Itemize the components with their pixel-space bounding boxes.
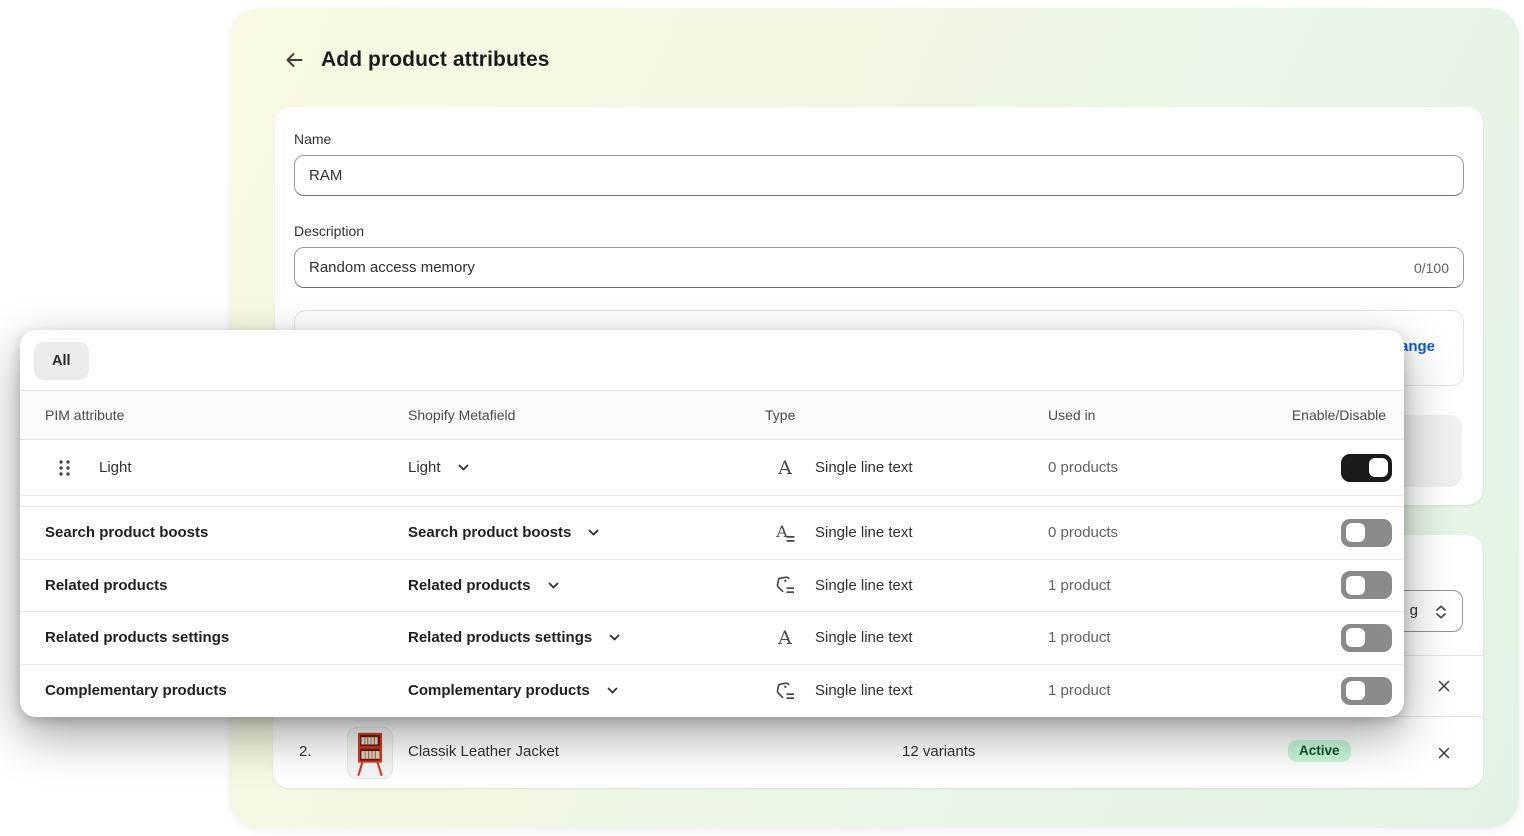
pim-attribute-name: Search product boosts [45, 524, 209, 542]
description-input-value: Random access memory [309, 259, 475, 276]
used-in-count: 0 products [1048, 524, 1119, 542]
tag-list-icon [773, 574, 797, 596]
filter-tabs: All [20, 330, 1404, 391]
table-header: PIM attribute Shopify Metafield Type Use… [20, 391, 1404, 440]
enable-toggle[interactable] [1341, 676, 1392, 705]
name-input[interactable]: RAM [294, 155, 1464, 196]
metafield-dropdown[interactable]: Related products [408, 577, 765, 594]
used-in-count: 1 product [1048, 576, 1111, 594]
table-row: Search product boosts Search product boo… [20, 507, 1404, 560]
used-in-count: 0 products [1048, 459, 1119, 476]
metafield-value: Related products settings [408, 629, 593, 647]
divider [20, 496, 1404, 507]
remove-product-button[interactable] [1437, 746, 1451, 760]
svg-text:A: A [775, 522, 788, 541]
toggle-knob [1345, 575, 1365, 595]
used-in-count: 1 product [1048, 682, 1111, 700]
single-line-text-icon: A [773, 627, 797, 649]
back-button[interactable] [282, 48, 306, 72]
description-label: Description [294, 223, 365, 239]
chevron-down-icon [547, 579, 560, 592]
page-header: Add product attributes [282, 48, 550, 72]
metafield-dropdown[interactable]: Complementary products [408, 682, 765, 699]
enable-toggle[interactable] [1341, 571, 1392, 600]
status-badge: Active [1288, 740, 1351, 762]
row-index: 2. [299, 743, 312, 760]
pim-attribute-name: Light [99, 459, 132, 476]
table-row: Light Light A Single line text 0 product… [20, 440, 1404, 496]
close-icon [1438, 680, 1450, 692]
product-variants: 12 variants [902, 743, 976, 760]
table-row: 2. [273, 717, 1483, 788]
tag-list-icon [773, 680, 797, 702]
metafield-value: Light [408, 459, 441, 476]
select-stepper-icon [1434, 604, 1448, 620]
sort-select-value: g [1409, 602, 1418, 619]
column-shopify-metafield: Shopify Metafield [408, 407, 516, 423]
product-thumbnail [347, 727, 393, 779]
table-row: Related products Related products [20, 560, 1404, 612]
close-icon [1438, 747, 1450, 758]
toggle-knob [1345, 523, 1365, 543]
used-in-count: 1 product [1048, 629, 1111, 647]
table-row: Complementary products Complementary pro… [20, 665, 1404, 718]
description-input[interactable]: Random access memory 0/100 [294, 247, 1464, 288]
pim-attribute-name: Related products settings [45, 629, 230, 647]
svg-text:A: A [777, 627, 792, 649]
chevron-down-icon [457, 461, 470, 474]
pim-attribute-name: Complementary products [45, 682, 227, 700]
metafield-dropdown[interactable]: Light [408, 459, 765, 476]
chevron-down-icon [587, 526, 600, 539]
bookshelf-image [357, 732, 383, 777]
remove-product-button[interactable] [1437, 679, 1451, 693]
chevron-down-icon [608, 631, 621, 644]
name-label: Name [294, 131, 332, 147]
chevron-down-icon [606, 684, 619, 697]
pim-attribute-name: Related products [45, 576, 168, 594]
table-row: Related products settings Related produc… [20, 612, 1404, 665]
toggle-knob [1345, 681, 1365, 701]
column-type: Type [765, 407, 796, 423]
arrow-left-icon [286, 53, 303, 67]
type-label: Single line text [815, 682, 913, 700]
tab-all[interactable]: All [34, 342, 89, 380]
type-label: Single line text [815, 629, 913, 647]
enable-toggle[interactable] [1341, 453, 1392, 482]
type-label: Single line text [815, 459, 913, 476]
type-label: Single line text [815, 576, 913, 594]
single-line-text-list-icon: A [773, 522, 797, 544]
column-enable-disable: Enable/Disable [1291, 407, 1386, 423]
character-counter: 0/100 [1413, 259, 1449, 276]
column-pim-attribute: PIM attribute [45, 407, 125, 423]
svg-text:A: A [777, 457, 792, 479]
attribute-mapping-modal: All PIM attribute Shopify Metafield Type… [20, 330, 1404, 717]
metafield-value: Complementary products [408, 682, 590, 700]
enable-toggle[interactable] [1341, 623, 1392, 652]
metafield-dropdown[interactable]: Related products settings [408, 629, 765, 646]
metafield-value: Related products [408, 576, 531, 594]
enable-toggle[interactable] [1341, 518, 1392, 547]
type-label: Single line text [815, 524, 913, 542]
product-name: Classik Leather Jacket [408, 743, 559, 760]
toggle-knob [1368, 458, 1388, 477]
metafield-value: Search product boosts [408, 524, 572, 542]
column-used-in: Used in [1048, 407, 1096, 423]
name-input-value: RAM [309, 167, 343, 184]
page-title: Add product attributes [321, 48, 550, 71]
drag-handle-icon[interactable] [57, 458, 72, 478]
single-line-text-icon: A [773, 457, 797, 479]
metafield-dropdown[interactable]: Search product boosts [408, 524, 765, 541]
toggle-knob [1345, 628, 1365, 648]
